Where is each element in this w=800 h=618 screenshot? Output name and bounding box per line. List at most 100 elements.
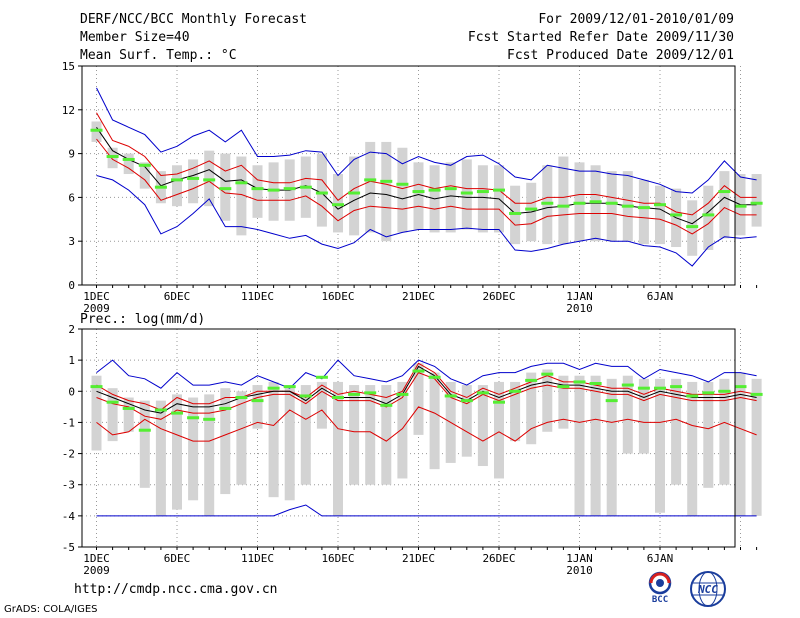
temp-range-bar (719, 171, 730, 239)
source-url[interactable]: http://cmdp.ncc.cma.gov.cn (74, 582, 278, 597)
prec-member-marker (315, 375, 328, 379)
prec-lower-line (96, 371, 757, 420)
prec-ytick-label: 1 (68, 354, 75, 367)
prec-range-bar (91, 375, 102, 451)
prec-range-bar (558, 375, 569, 429)
prec-range-bar (252, 385, 263, 429)
prec-member-marker (718, 389, 731, 393)
temp-member-marker (283, 187, 296, 191)
temp-plot-frame (81, 65, 736, 286)
prec-range-bar (204, 394, 215, 516)
temp-member-marker (718, 190, 731, 194)
prec-member-marker (621, 383, 634, 387)
ncc-logo-text: NCC (697, 583, 718, 596)
prec-xtick-label: 11DEC (241, 552, 274, 565)
prec-ytick-label: -4 (62, 510, 76, 523)
prec-member-marker (541, 372, 554, 376)
temp-member-marker (637, 206, 650, 210)
prec-member-marker (702, 391, 715, 395)
temp-member-marker (509, 211, 522, 215)
prec-member-marker (605, 399, 618, 403)
prec-range-bar (638, 378, 649, 454)
temp-range-bar (172, 165, 182, 207)
prec-red_low-line (96, 406, 757, 442)
prec-member-marker (557, 385, 570, 389)
temp-range-bar (558, 156, 569, 245)
temp-range-bar (606, 171, 617, 242)
prec-member-marker (251, 399, 264, 403)
prec-range-bar (172, 394, 182, 510)
prec-member-marker (573, 380, 586, 384)
temp-member-marker (90, 128, 103, 132)
prec-range-bar (139, 400, 150, 488)
bcc-logo-text: BCC (652, 595, 668, 604)
temp-range-bar (123, 153, 134, 175)
temp-xtick-label: 1JAN (566, 290, 593, 303)
prec-member-marker (412, 369, 425, 373)
temp-lower-line (96, 138, 757, 235)
temp-member-marker (235, 181, 248, 185)
prec-range-bar (333, 381, 343, 516)
temp-member-marker (702, 213, 715, 217)
temp-member-marker (332, 203, 344, 207)
prec-range-bar (494, 381, 504, 479)
prec-member-marker (734, 385, 747, 389)
prec-range-bar (300, 385, 311, 485)
prec-range-bar (687, 381, 698, 516)
temp-member-marker (315, 191, 328, 195)
prec-range-bar (284, 385, 295, 501)
temp-member-marker (525, 207, 538, 211)
temp-member-marker (348, 191, 361, 195)
temp-xtick-label: 16DEC (321, 290, 354, 303)
prec-panel-title: Prec.: log(mm/d) (80, 312, 205, 327)
prec-member-marker (267, 386, 280, 390)
prec-range-bar (123, 397, 134, 432)
member-size: Member Size=40 (80, 30, 190, 45)
prec-member-marker (637, 386, 650, 390)
prec-mean-line (96, 365, 757, 414)
ncc-logo: NCC (690, 571, 726, 607)
temp-ytick-label: 0 (68, 279, 75, 292)
prec-member-marker (364, 391, 377, 395)
prec-member-marker (428, 375, 441, 379)
temp-member-marker (138, 163, 151, 167)
prec-member-marker (509, 389, 522, 393)
temp-range-bar (316, 153, 327, 227)
prec-range-bar (655, 378, 665, 513)
variable-label: Mean Surf. Temp.: °C (80, 48, 237, 63)
prec-member-marker (154, 408, 167, 412)
temp-member-marker (734, 204, 747, 208)
prec-range-bar (349, 385, 360, 485)
prec-range-bar (751, 378, 762, 516)
temp-range-bar (381, 141, 392, 242)
temp-member-marker (541, 201, 554, 205)
temp-member-marker (380, 179, 393, 183)
temp-member-marker (460, 191, 473, 195)
prec-member-marker (444, 394, 457, 398)
prec-member-marker (332, 396, 344, 400)
prec-range-bar (735, 372, 746, 516)
prec-range-bar (397, 381, 408, 479)
temp-member-marker (154, 185, 167, 189)
prec-range-bar (477, 385, 488, 467)
temp-range-bar (445, 162, 456, 233)
temp-range-bar (655, 185, 665, 245)
prec-member-marker (171, 411, 183, 415)
prec-member-marker (138, 428, 151, 432)
prec-member-marker (654, 386, 666, 390)
prec-ytick-label: -2 (62, 448, 75, 461)
temp-ytick-label: 9 (68, 148, 75, 161)
temp-range-bar (252, 165, 263, 218)
prec-member-marker (187, 416, 200, 420)
temp-range-bar (413, 162, 424, 230)
grads-credit: GrADS: COLA/IGES (4, 604, 98, 615)
temp-range-bar (349, 156, 360, 236)
prec-range-bar (429, 372, 440, 470)
prec-xtick-label: 6DEC (164, 552, 191, 565)
temp-member-marker (428, 188, 441, 192)
prec-member-marker (589, 382, 602, 385)
prec-member-marker (686, 394, 699, 398)
temp-range-bar (365, 141, 376, 233)
temp-xtick-label: 21DEC (402, 290, 435, 303)
